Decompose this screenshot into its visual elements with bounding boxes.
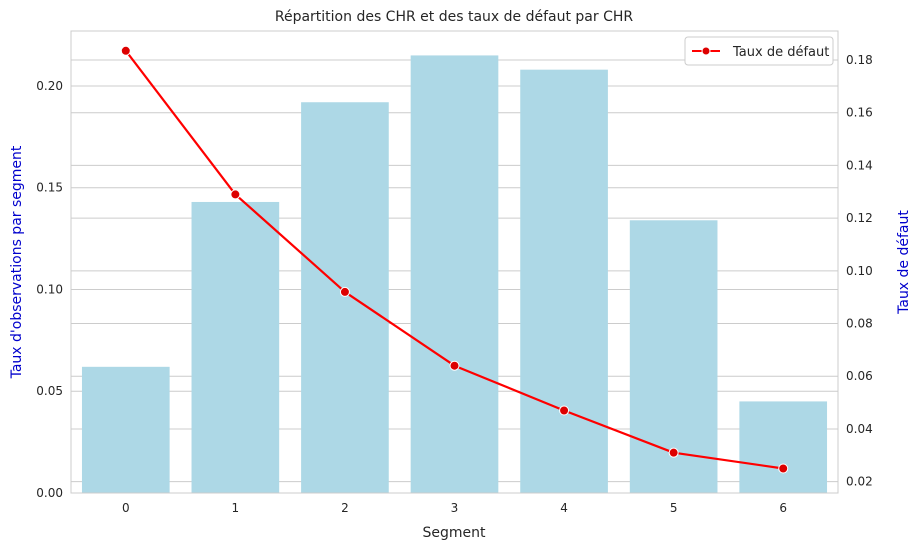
- y-left-tick-label: 0.15: [36, 181, 63, 195]
- legend: Taux de défaut: [684, 36, 834, 66]
- line-layer: [120, 45, 789, 474]
- y-right-tick-label: 0.12: [846, 211, 873, 225]
- y-right-tick-label: 0.08: [846, 317, 873, 331]
- x-tick-labels: 0 1 2 3 4 5 6: [122, 501, 787, 515]
- default-rate-point: [778, 463, 789, 474]
- bar: [81, 366, 170, 493]
- bar: [410, 55, 499, 493]
- x-tick-label: 0: [122, 501, 130, 515]
- x-tick-label: 4: [560, 501, 568, 515]
- default-rate-point: [230, 189, 241, 200]
- legend-box: [684, 36, 834, 66]
- bar: [520, 69, 608, 493]
- bar: [191, 201, 280, 493]
- x-tick-label: 6: [779, 501, 787, 515]
- y-right-axis-label: Taux de défaut: [896, 210, 912, 315]
- chart-title: Répartition des CHR et des taux de défau…: [275, 9, 634, 25]
- y-right-tick-label: 0.06: [846, 369, 873, 383]
- y-left-tick-label: 0.10: [36, 282, 63, 296]
- y-right-tick-label: 0.18: [846, 53, 873, 67]
- bar: [301, 102, 389, 493]
- x-tick-label: 2: [341, 501, 349, 515]
- default-rate-point: [339, 286, 350, 297]
- y-right-tick-labels: 0.02 0.04 0.06 0.08 0.10 0.12 0.14 0.16 0.18: [846, 53, 873, 489]
- default-rate-point: [449, 360, 460, 371]
- x-tick-label: 5: [670, 501, 678, 515]
- y-left-tick-labels: 0.00 0.05 0.10 0.15 0.20: [36, 79, 63, 500]
- default-rate-point: [668, 447, 679, 458]
- legend-marker: [701, 46, 711, 56]
- default-rate-point: [120, 45, 131, 56]
- y-right-tick-label: 0.10: [846, 264, 873, 278]
- plot-frame: [70, 30, 839, 494]
- bars: [81, 55, 828, 493]
- y-left-tick-label: 0.20: [36, 79, 63, 93]
- x-tick-label: 1: [232, 501, 240, 515]
- x-tick-label: 3: [451, 501, 459, 515]
- x-axis-label: Segment: [423, 525, 487, 541]
- default-rate-point: [559, 405, 570, 416]
- bar: [739, 401, 828, 493]
- y-left-axis-label: Taux d'observations par segment: [9, 145, 25, 379]
- bar: [629, 220, 718, 493]
- y-left-tick-label: 0.00: [36, 486, 63, 500]
- y-right-tick-label: 0.02: [846, 475, 873, 489]
- y-left-tick-label: 0.05: [36, 384, 63, 398]
- legend-label: Taux de défaut: [732, 45, 829, 60]
- y-right-tick-label: 0.04: [846, 422, 873, 436]
- y-right-tick-label: 0.14: [846, 158, 873, 172]
- y-right-tick-label: 0.16: [846, 106, 873, 120]
